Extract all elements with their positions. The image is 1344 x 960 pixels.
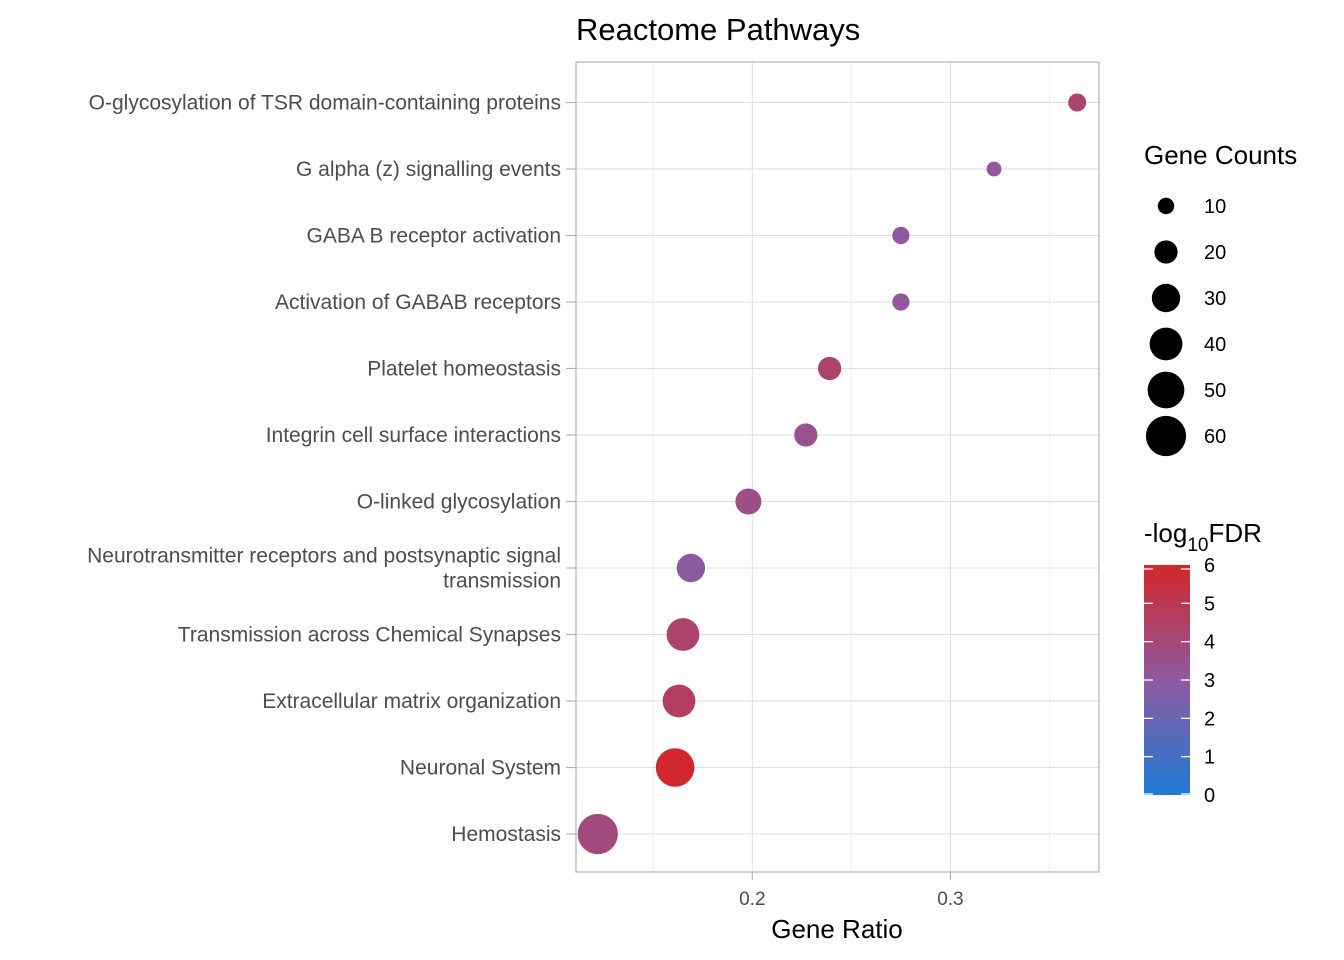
size-legend-label: 10 [1204,196,1226,218]
grid-lines [576,62,1099,872]
size-legend-key [1154,240,1178,264]
color-legend-label: 3 [1204,670,1215,692]
size-legend-label: 40 [1204,334,1226,356]
color-legend: -log10FDR 6 5 4 3 2 1 0 [1144,518,1262,807]
color-legend-label: 5 [1204,593,1215,615]
y-tick-label: Hemostasis [451,823,561,846]
size-legend-label: 20 [1204,242,1226,264]
y-tick-label: G alpha (z) signalling events [296,158,561,181]
data-point [662,684,696,718]
data-point [655,748,695,787]
size-legend-key [1151,283,1181,313]
color-legend-label: 6 [1204,555,1215,577]
data-point [892,293,910,311]
size-legend-title: Gene Counts [1144,140,1297,170]
size-legend-key [1147,371,1185,409]
data-point [892,226,910,245]
size-legend-label: 60 [1204,426,1226,448]
data-point [666,618,700,651]
y-tick-label: Transmission across Chemical Synapses [178,624,561,647]
size-legend-key [1145,415,1187,457]
y-tick-label: GABA B receptor activation [307,225,561,248]
color-legend-label: 4 [1204,632,1215,654]
y-tick-label: O-linked glycosylation [357,491,561,514]
data-point [818,356,842,381]
size-legend-label: 50 [1204,380,1226,402]
y-axis-labels: O-glycosylation of TSR domain-containing… [87,92,561,847]
y-tick-label: O-glycosylation of TSR domain-containing… [89,92,561,115]
y-tick-label: Platelet homeostasis [367,358,561,381]
x-tick-label: 0.3 [937,889,963,910]
x-tick-label: 0.2 [739,889,765,910]
color-legend-label: 2 [1204,708,1215,730]
data-points [577,93,1087,855]
color-legend-label: 0 [1204,785,1215,807]
color-legend-label: 1 [1204,747,1215,769]
size-legend-key [1157,197,1175,215]
chart-title: Reactome Pathways [576,12,860,47]
y-tick-label: Activation of GABAB receptors [275,291,561,314]
data-point [986,161,1002,177]
y-tick-label: Extracellular matrix organization [262,690,561,713]
size-legend: Gene Counts 10 20 30 40 50 60 [1144,140,1297,457]
x-axis-label: Gene Ratio [771,914,903,944]
data-point [1068,93,1087,112]
size-legend-label: 30 [1204,288,1226,310]
x-axis: 0.2 0.3 [739,872,964,910]
y-tick-label: Neuronal System [400,757,561,780]
color-legend-title: -log10FDR [1144,518,1262,556]
data-point [735,488,762,515]
y-axis-ticks [566,101,576,835]
y-tick-label: Integrin cell surface interactions [266,424,561,447]
data-point [577,813,618,855]
y-tick-label: Neurotransmitter receptors and postsynap… [87,545,561,593]
size-legend-key [1149,327,1183,361]
data-point [794,423,818,447]
plot-panel-border [575,61,1100,873]
data-point [676,553,706,583]
